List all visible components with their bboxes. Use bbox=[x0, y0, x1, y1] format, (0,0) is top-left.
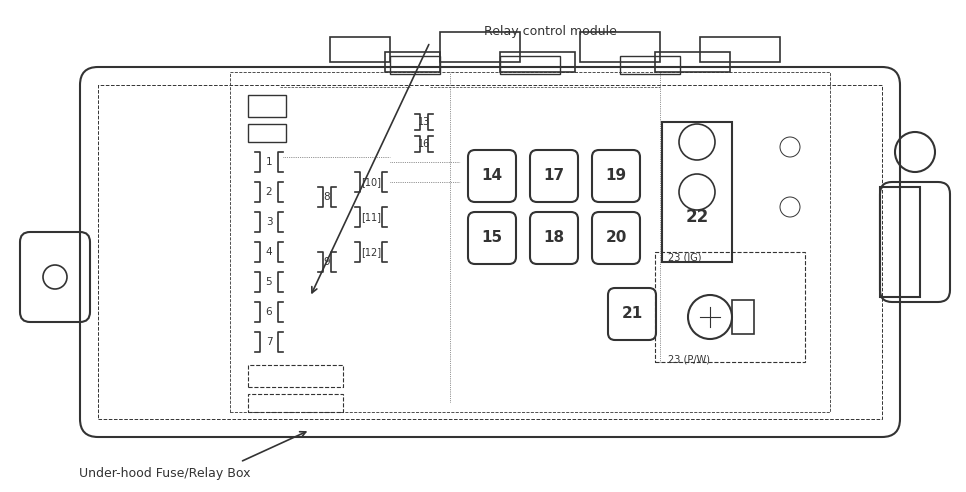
Bar bbox=[732, 300, 754, 334]
Text: 3: 3 bbox=[266, 217, 272, 227]
Text: 8: 8 bbox=[324, 192, 330, 202]
Text: 15: 15 bbox=[481, 230, 502, 246]
Text: 9: 9 bbox=[324, 257, 330, 267]
Bar bbox=[580, 32, 660, 62]
Bar bbox=[98, 85, 882, 419]
Bar bbox=[880, 187, 920, 297]
Bar bbox=[248, 95, 286, 117]
Text: 6: 6 bbox=[266, 307, 272, 317]
Bar bbox=[248, 365, 343, 387]
Text: Relay control module: Relay control module bbox=[484, 26, 616, 38]
Text: [11]: [11] bbox=[361, 212, 381, 222]
Text: 4: 4 bbox=[266, 247, 272, 257]
Text: 21: 21 bbox=[621, 307, 642, 321]
Text: 5: 5 bbox=[266, 277, 272, 287]
Bar bbox=[440, 32, 520, 62]
Bar bbox=[500, 52, 575, 72]
Text: 23 (IG): 23 (IG) bbox=[668, 252, 701, 262]
Bar bbox=[700, 37, 780, 62]
Text: 20: 20 bbox=[606, 230, 627, 246]
Text: [10]: [10] bbox=[361, 177, 381, 187]
Bar bbox=[248, 124, 286, 142]
Text: 19: 19 bbox=[606, 168, 627, 184]
Text: [12]: [12] bbox=[361, 247, 381, 257]
Text: 13: 13 bbox=[418, 117, 430, 127]
Bar bbox=[385, 52, 440, 72]
Text: 17: 17 bbox=[544, 168, 564, 184]
Text: 7: 7 bbox=[266, 337, 272, 347]
Bar bbox=[655, 252, 805, 362]
Text: Under-hood Fuse/Relay Box: Under-hood Fuse/Relay Box bbox=[79, 467, 251, 481]
Text: 22: 22 bbox=[685, 208, 709, 226]
Text: 2: 2 bbox=[266, 187, 272, 197]
Bar bbox=[655, 52, 730, 72]
Bar bbox=[620, 56, 680, 74]
Bar bbox=[330, 37, 390, 62]
Bar bbox=[390, 56, 440, 74]
Text: 18: 18 bbox=[544, 230, 564, 246]
Bar bbox=[248, 394, 343, 412]
Text: 23 (P/W): 23 (P/W) bbox=[668, 354, 710, 364]
Text: 14: 14 bbox=[481, 168, 502, 184]
Bar bbox=[500, 56, 560, 74]
Bar bbox=[662, 122, 732, 262]
Bar bbox=[230, 72, 830, 412]
Text: 16: 16 bbox=[418, 139, 430, 149]
Text: 1: 1 bbox=[266, 157, 272, 167]
